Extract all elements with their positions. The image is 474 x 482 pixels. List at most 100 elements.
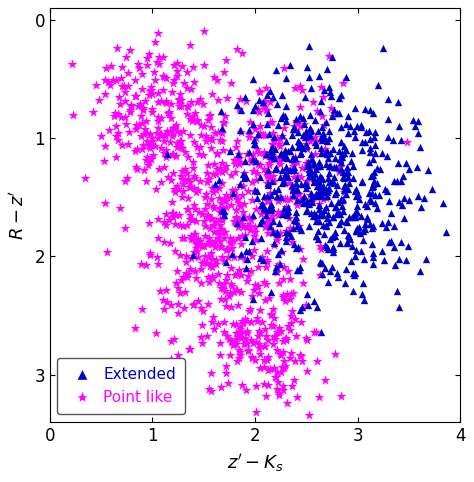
Point <box>257 234 264 241</box>
Point <box>303 206 310 214</box>
Point <box>293 201 301 209</box>
Point <box>414 118 421 125</box>
Point <box>270 134 278 141</box>
Point <box>240 174 248 182</box>
Point <box>291 154 299 161</box>
Point <box>307 189 314 197</box>
Point <box>400 214 408 222</box>
Point <box>247 158 255 166</box>
Point <box>371 191 379 199</box>
Point <box>297 174 305 181</box>
Point <box>312 232 319 240</box>
Point <box>312 217 320 225</box>
Point <box>395 255 403 263</box>
Point <box>368 184 376 191</box>
Point <box>192 217 200 225</box>
Point <box>300 131 307 139</box>
Point <box>270 177 278 185</box>
Point <box>296 351 304 359</box>
Point <box>351 187 359 195</box>
Point <box>251 228 259 236</box>
Point <box>226 147 234 155</box>
Point <box>178 174 186 182</box>
Point <box>333 181 340 188</box>
Point <box>337 91 345 99</box>
Point <box>153 185 160 192</box>
Point <box>160 305 167 313</box>
Point <box>259 256 266 264</box>
Point <box>335 168 343 176</box>
Point <box>241 315 249 322</box>
Point <box>116 204 123 212</box>
Point <box>323 192 331 200</box>
Point <box>118 142 126 149</box>
Point <box>236 105 243 112</box>
Point <box>324 278 332 286</box>
Point <box>289 308 296 315</box>
Point <box>231 271 238 279</box>
Point <box>169 169 176 177</box>
Point <box>159 53 167 61</box>
Point <box>318 259 325 267</box>
Point <box>269 94 277 101</box>
Point <box>236 323 244 331</box>
Point <box>264 181 272 189</box>
Point <box>106 81 114 89</box>
Point <box>244 187 252 195</box>
Point <box>163 146 170 153</box>
Point <box>183 68 191 76</box>
Point <box>420 195 428 202</box>
Point <box>187 254 195 262</box>
Point <box>319 129 327 137</box>
Point <box>342 265 350 273</box>
Point <box>273 268 281 276</box>
Point <box>249 167 257 175</box>
Point <box>184 205 192 213</box>
Point <box>237 334 245 342</box>
Point <box>187 85 194 93</box>
Point <box>366 195 374 202</box>
Point <box>340 186 348 193</box>
Point <box>146 145 154 152</box>
Point <box>262 152 269 160</box>
Point <box>176 129 184 136</box>
Point <box>239 213 247 221</box>
Point <box>349 149 356 157</box>
Point <box>217 243 225 251</box>
Point <box>369 109 376 117</box>
Point <box>248 238 256 245</box>
Point <box>326 89 334 96</box>
Point <box>389 136 397 144</box>
Point <box>253 236 260 243</box>
Point <box>233 270 241 278</box>
Point <box>104 79 112 86</box>
Point <box>342 169 350 176</box>
Point <box>290 123 298 131</box>
Point <box>192 275 200 282</box>
Point <box>255 340 263 348</box>
Point <box>153 254 161 261</box>
Point <box>238 318 246 325</box>
Point <box>358 177 365 185</box>
Point <box>226 335 233 343</box>
Point <box>387 237 395 244</box>
Point <box>208 255 216 263</box>
Point <box>366 148 374 156</box>
Point <box>207 144 214 151</box>
Point <box>219 119 226 126</box>
Point <box>160 218 168 226</box>
Point <box>366 107 374 114</box>
Point <box>355 190 362 198</box>
Point <box>254 130 262 138</box>
Point <box>260 380 268 388</box>
Point <box>319 123 326 131</box>
Point <box>279 91 286 99</box>
Point <box>289 154 296 162</box>
Point <box>250 140 258 147</box>
Point <box>147 155 155 163</box>
Point <box>302 142 310 150</box>
Point <box>277 150 284 158</box>
Point <box>118 63 126 71</box>
Point <box>351 211 359 218</box>
Point <box>168 198 176 205</box>
